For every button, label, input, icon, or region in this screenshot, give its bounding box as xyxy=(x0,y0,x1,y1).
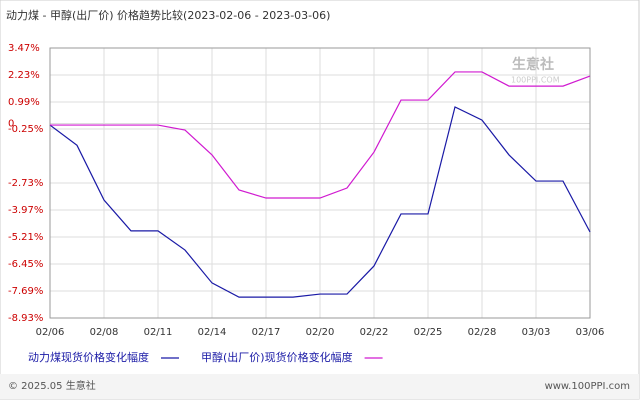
y-tick-label: -8.93% xyxy=(8,313,43,324)
chart-title: 动力煤 - 甲醇(出厂价) 价格趋势比较(2023-02-06 - 2023-0… xyxy=(6,8,330,22)
x-tick-label: 02/11 xyxy=(144,327,173,338)
y-tick-label: -2.73% xyxy=(8,178,43,189)
x-tick-label: 03/03 xyxy=(522,327,551,338)
footer-left: © 2025.05 生意社 xyxy=(8,379,96,392)
y-tick-label: 0 xyxy=(8,119,14,130)
x-tick-label: 02/22 xyxy=(360,327,389,338)
series-line xyxy=(50,71,591,199)
x-tick-label: 02/08 xyxy=(90,327,119,338)
footer-bar xyxy=(0,374,639,399)
series-line xyxy=(49,106,591,298)
y-tick-label: 3.47% xyxy=(8,43,40,54)
y-tick-label: 2.23% xyxy=(8,70,40,81)
x-tick-label: 02/17 xyxy=(252,327,281,338)
plot-border xyxy=(49,47,591,319)
watermark-url: 100PPI.COM xyxy=(511,76,560,85)
watermark: 生意社 xyxy=(512,56,554,73)
x-tick-label: 02/06 xyxy=(36,327,65,338)
x-tick-label: 02/14 xyxy=(198,327,227,338)
y-tick-label: -3.97% xyxy=(8,205,43,216)
footer-right: www.100PPI.com xyxy=(545,381,630,392)
legend-label: 动力煤现货价格变化幅度 xyxy=(28,350,149,364)
x-tick-label: 02/28 xyxy=(468,327,497,338)
x-tick-label: 02/20 xyxy=(306,327,335,338)
x-tick-label: 02/25 xyxy=(414,327,443,338)
y-tick-label: -5.21% xyxy=(8,232,43,243)
y-tick-label: -0.25% xyxy=(8,124,43,135)
legend-label: 甲醇(出厂价)现货价格变化幅度 xyxy=(201,350,353,364)
y-tick-label: 0.99% xyxy=(8,97,40,108)
x-tick-label: 03/06 xyxy=(576,327,605,338)
y-tick-label: -6.45% xyxy=(8,259,43,270)
y-tick-label: -7.69% xyxy=(8,286,43,297)
